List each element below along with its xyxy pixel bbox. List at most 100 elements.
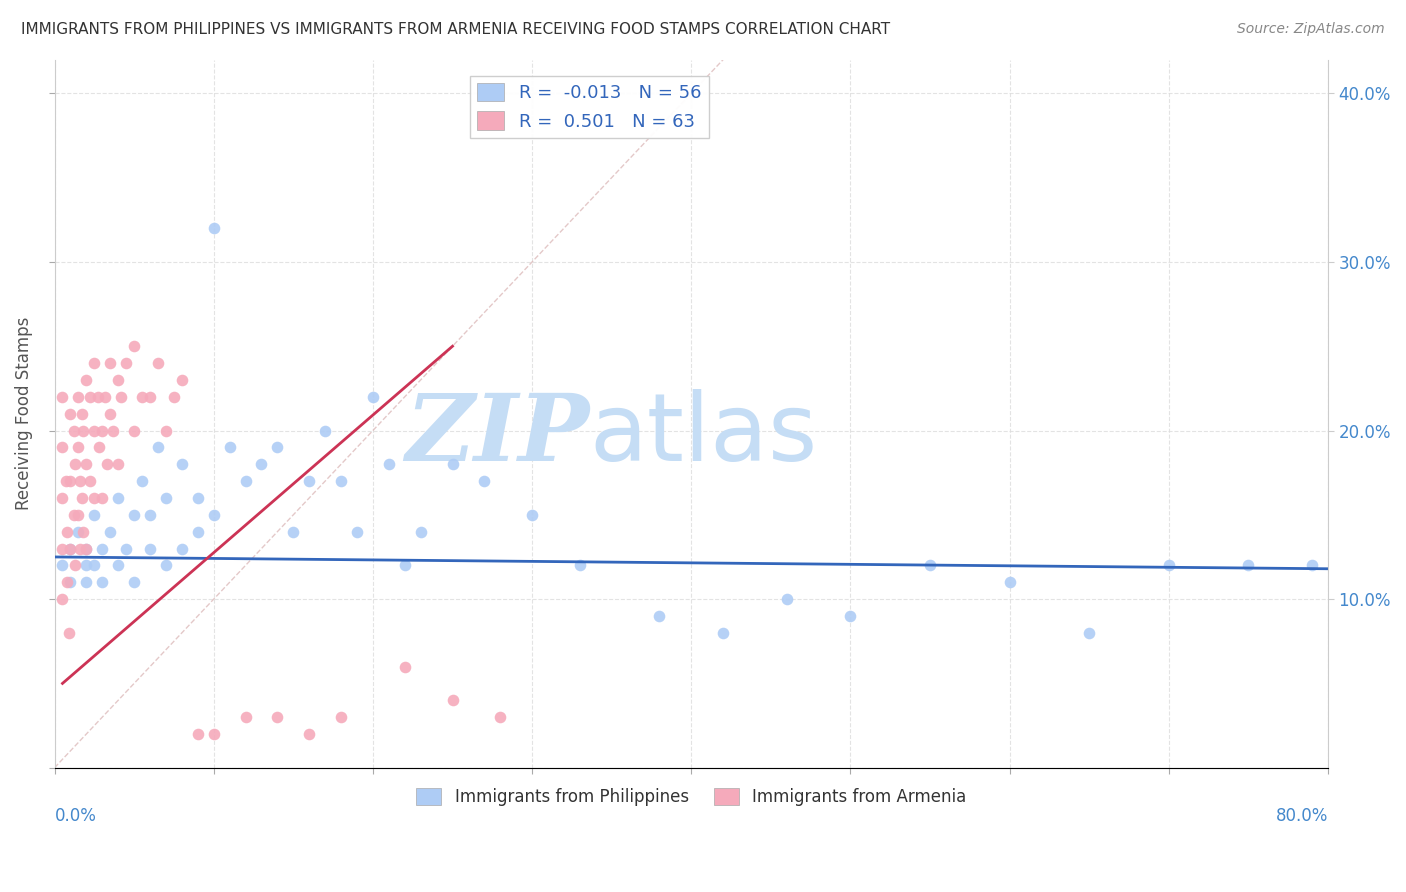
Point (139, 508, 162, 522)
Point (139, 390, 162, 404)
Text: 0.0%: 0.0% (55, 806, 97, 824)
Point (72, 524, 94, 539)
Point (122, 339, 145, 353)
Point (155, 424, 177, 438)
Point (110, 390, 132, 404)
Point (56, 524, 79, 539)
Point (67, 441, 90, 455)
Point (155, 558, 177, 573)
Point (94, 390, 117, 404)
Text: atlas: atlas (589, 389, 818, 481)
Point (139, 541, 162, 556)
Point (115, 356, 138, 370)
Point (59, 541, 82, 556)
Point (1078, 625, 1101, 640)
Point (107, 491, 129, 505)
Point (103, 424, 125, 438)
Point (70, 491, 93, 505)
Point (107, 457, 129, 471)
Point (776, 592, 799, 607)
Point (51, 491, 73, 505)
Point (96, 457, 118, 471)
Point (79, 474, 101, 488)
Point (131, 390, 153, 404)
Point (170, 373, 193, 387)
Point (441, 457, 464, 471)
Point (69, 474, 91, 488)
Point (202, 508, 225, 522)
Point (202, 727, 225, 741)
Point (568, 558, 591, 573)
Point (75, 457, 97, 471)
Point (91, 541, 114, 556)
Point (75, 558, 97, 573)
Point (67, 508, 90, 522)
Point (51, 390, 73, 404)
Point (83, 491, 105, 505)
Point (409, 524, 432, 539)
Point (1301, 558, 1323, 573)
Point (55, 474, 77, 488)
Point (87, 441, 110, 455)
Point (98, 407, 121, 421)
Point (51, 592, 73, 607)
Text: 80.0%: 80.0% (1275, 806, 1329, 824)
Point (711, 625, 734, 640)
Point (170, 457, 193, 471)
Point (235, 474, 257, 488)
Point (69, 541, 91, 556)
Point (67, 390, 90, 404)
Point (79, 390, 101, 404)
Point (51, 558, 73, 573)
Point (266, 710, 288, 724)
Point (83, 356, 105, 370)
Y-axis label: Receiving Food Stamps: Receiving Food Stamps (15, 317, 32, 510)
Point (314, 424, 336, 438)
Point (83, 558, 105, 573)
Point (1237, 558, 1260, 573)
Point (65, 457, 87, 471)
Point (131, 474, 153, 488)
Point (218, 441, 240, 455)
Point (75, 575, 97, 590)
Point (394, 558, 416, 573)
Point (75, 541, 97, 556)
Point (91, 424, 114, 438)
Point (62, 508, 84, 522)
Point (107, 373, 129, 387)
Text: Source: ZipAtlas.com: Source: ZipAtlas.com (1237, 22, 1385, 37)
Point (489, 710, 512, 724)
Point (250, 457, 273, 471)
Point (58, 625, 80, 640)
Point (72, 424, 94, 438)
Point (75, 541, 97, 556)
Point (1157, 558, 1180, 573)
Point (472, 474, 495, 488)
Point (298, 474, 321, 488)
Point (98, 356, 121, 370)
Point (56, 575, 79, 590)
Point (155, 491, 177, 505)
Point (91, 575, 114, 590)
Legend: Immigrants from Philippines, Immigrants from Armenia: Immigrants from Philippines, Immigrants … (409, 781, 973, 813)
Point (59, 407, 82, 421)
Point (998, 575, 1021, 590)
Point (441, 693, 464, 707)
Point (146, 441, 169, 455)
Point (59, 474, 82, 488)
Point (187, 727, 209, 741)
Point (235, 710, 257, 724)
Point (163, 390, 186, 404)
Point (91, 491, 114, 505)
Point (839, 609, 862, 624)
Point (122, 508, 145, 522)
Point (122, 424, 145, 438)
Point (520, 508, 543, 522)
Point (648, 609, 671, 624)
Point (59, 575, 82, 590)
Point (51, 541, 73, 556)
Point (361, 390, 384, 404)
Point (86, 390, 108, 404)
Point (146, 356, 169, 370)
Point (62, 424, 84, 438)
